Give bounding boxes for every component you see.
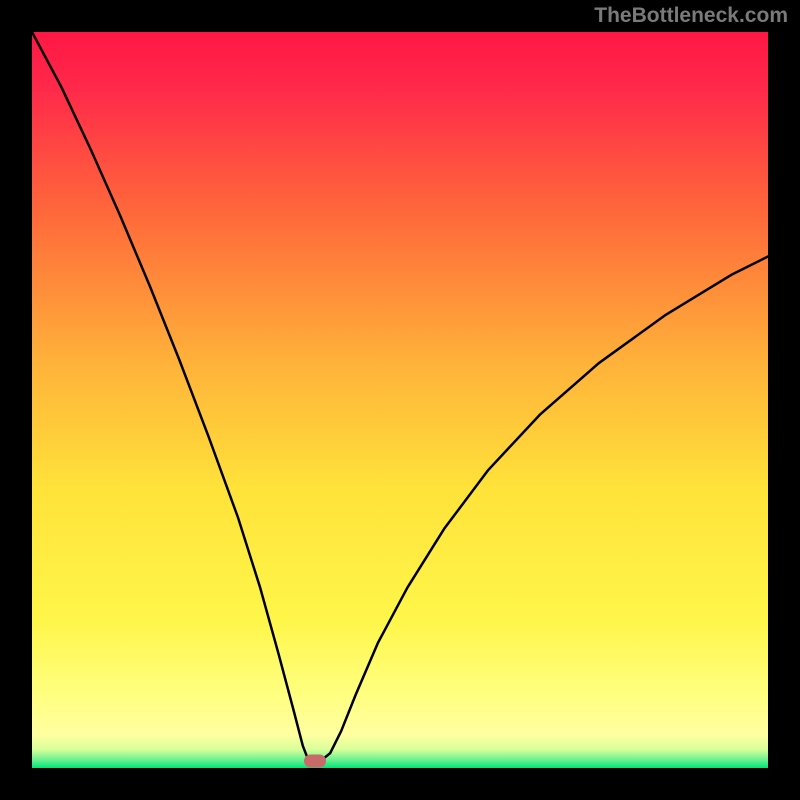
chart-container: TheBottleneck.com — [0, 0, 800, 800]
watermark-text: TheBottleneck.com — [594, 4, 788, 28]
optimal-marker — [304, 754, 326, 767]
gradient-background — [32, 32, 768, 768]
plot-area — [32, 32, 768, 768]
plot-svg — [32, 32, 768, 768]
